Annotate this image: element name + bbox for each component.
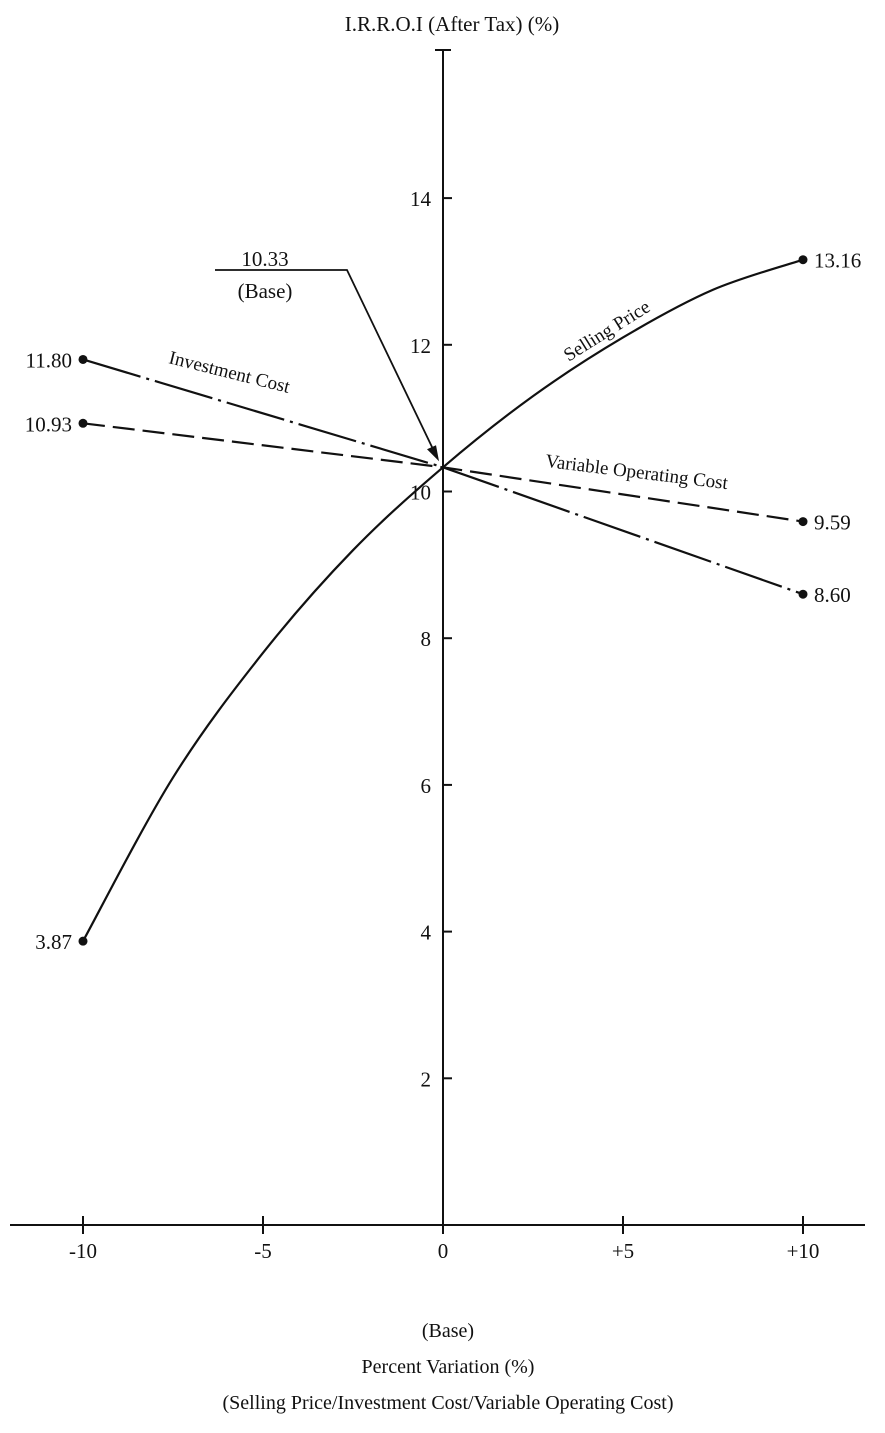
- x-axis-label-title: Percent Variation (%): [362, 1356, 535, 1378]
- y-tick-label: 10: [410, 481, 431, 505]
- series-point-investment-cost: [78, 354, 88, 364]
- data-label: 9.59: [814, 511, 851, 535]
- y-tick-label: 6: [421, 774, 432, 798]
- plot-area: -10 -5 0 +5 +10 2 4 6 8 10 12 14 3.87 13.16 11.80 8.60 1…: [10, 49, 865, 1263]
- series-point-variable-operating-cost: [78, 418, 88, 428]
- x-tick-label: -10: [69, 1239, 97, 1263]
- x-tick-label: -5: [254, 1239, 272, 1263]
- series-line-variable-operating-cost: [82, 422, 804, 523]
- y-tick-label: 12: [410, 334, 431, 358]
- series-point-variable-operating-cost: [798, 517, 808, 527]
- series-point-selling-price: [78, 936, 88, 946]
- data-label: 11.80: [26, 348, 72, 372]
- x-axis-label-subtitle: (Selling Price/Investment Cost/Variable …: [222, 1392, 673, 1414]
- data-label: 13.16: [814, 249, 861, 273]
- x-tick-label: 0: [438, 1239, 449, 1263]
- base-arrowhead: [427, 445, 439, 462]
- x-tick-label: +10: [787, 1239, 820, 1263]
- series-name-label: Selling Price: [560, 297, 654, 367]
- data-label: 8.60: [814, 583, 851, 607]
- y-tick-label: 2: [421, 1067, 432, 1091]
- series-point-selling-price: [798, 255, 808, 265]
- y-tick-label: 4: [421, 921, 432, 945]
- chart-title: I.R.R.O.I (After Tax) (%): [345, 12, 560, 36]
- series-point-investment-cost: [798, 589, 808, 599]
- base-leader-line: [215, 269, 436, 454]
- x-axis-label-base: (Base): [422, 1320, 474, 1342]
- series-line-selling-price: [82, 258, 804, 942]
- y-tick-label: 8: [421, 627, 432, 651]
- base-note-label: (Base): [238, 279, 293, 303]
- y-tick-label: 14: [410, 187, 432, 211]
- base-value-label: 10.33: [241, 247, 288, 271]
- data-label: 3.87: [35, 930, 72, 954]
- x-tick-label: +5: [612, 1239, 634, 1263]
- data-label: 10.93: [25, 412, 72, 436]
